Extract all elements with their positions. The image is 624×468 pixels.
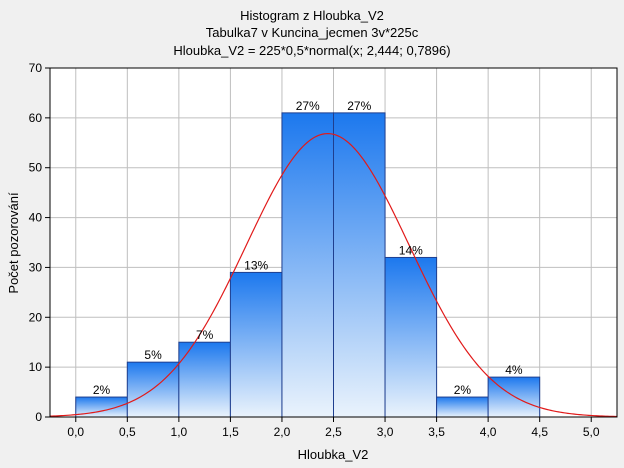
x-tick-label: 3,0 <box>377 425 394 439</box>
bar-percentage-label: 14% <box>399 243 423 257</box>
bar-percentage-label: 2% <box>93 383 111 397</box>
x-tick-label: 2,5 <box>325 425 342 439</box>
histogram-bar <box>333 112 386 418</box>
y-tick-label: 10 <box>29 360 43 374</box>
x-tick-label: 1,5 <box>222 425 239 439</box>
bar-percentage-label: 2% <box>454 383 472 397</box>
histogram-bar <box>126 361 180 418</box>
chart-subtitle-line-1: Tabulka7 v Kuncina_jecmen 3v*225c <box>206 25 419 40</box>
histogram-bar <box>178 341 231 418</box>
bar-percentage-label: 4% <box>505 363 523 377</box>
x-tick-label: 2,0 <box>274 425 291 439</box>
x-tick-label: 4,5 <box>531 425 548 439</box>
chart-subtitle-line-2: Hloubka_V2 = 225*0,5*normal(x; 2,444; 0,… <box>173 43 450 58</box>
x-tick-label: 0,5 <box>119 425 136 439</box>
y-tick-label: 70 <box>29 61 43 75</box>
bar-percentage-label: 5% <box>144 348 162 362</box>
y-tick-label: 30 <box>29 260 43 274</box>
histogram-bars <box>75 112 541 418</box>
bar-percentage-labels: 2% 5% 7% 13% 27% 27% 14% 2% 4% <box>93 99 523 397</box>
y-tick-label: 50 <box>29 161 43 175</box>
bar-percentage-label: 27% <box>296 99 320 113</box>
x-tick-label: 4,0 <box>480 425 497 439</box>
y-axis-ticks: 0 10 20 30 40 50 60 70 <box>29 61 50 424</box>
x-tick-label: 3,5 <box>428 425 445 439</box>
histogram-bar <box>436 396 489 418</box>
x-axis-label: Hloubka_V2 <box>298 447 369 462</box>
bar-percentage-label: 13% <box>244 258 268 272</box>
y-axis-label: Počet pozorování <box>6 192 21 294</box>
bar-percentage-label: 27% <box>347 99 371 113</box>
normal-fit-curve <box>49 133 618 418</box>
y-tick-label: 60 <box>29 111 43 125</box>
chart-title: Histogram z Hloubka_V2 <box>240 8 384 23</box>
bar-percentage-label: 7% <box>196 328 214 342</box>
x-tick-label: 1,0 <box>171 425 188 439</box>
y-tick-label: 20 <box>29 310 43 324</box>
x-tick-label: 5,0 <box>583 425 600 439</box>
x-axis-ticks: 0,0 0,5 1,0 1,5 2,0 2,5 3,0 3,5 4,0 4,5 5,0 <box>67 417 600 439</box>
y-tick-label: 40 <box>29 211 43 225</box>
x-tick-label: 0,0 <box>67 425 84 439</box>
y-tick-label: 0 <box>35 410 42 424</box>
histogram-bar <box>281 112 335 418</box>
histogram-bar <box>384 256 438 418</box>
histogram-bar <box>229 271 283 418</box>
